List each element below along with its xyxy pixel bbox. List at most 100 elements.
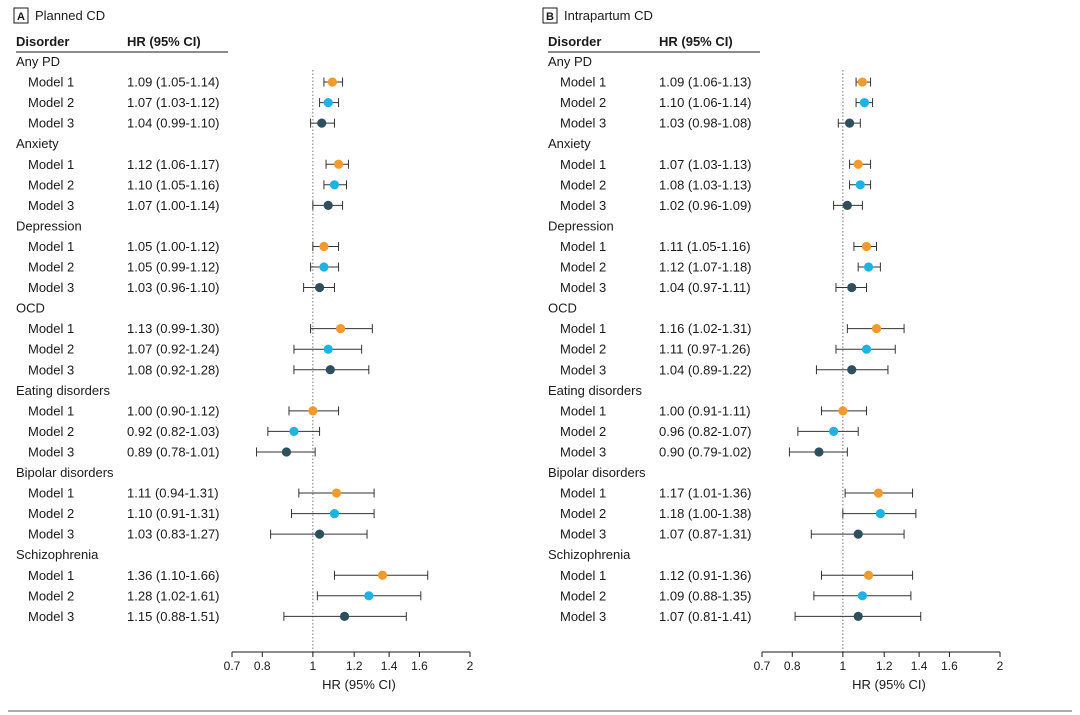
model-label: Model 3 [28, 444, 74, 459]
hr-ci-value: 1.05 (1.00-1.12) [127, 239, 220, 254]
hr-ci-value: 1.10 (0.91-1.31) [127, 506, 220, 521]
model-label: Model 3 [28, 116, 74, 131]
group-label: Anxiety [548, 136, 591, 151]
group-label: Any PD [548, 54, 592, 69]
panel-letter: A [17, 11, 25, 23]
hr-ci-value: 1.00 (0.91-1.11) [659, 403, 751, 418]
model-label: Model 3 [560, 116, 606, 131]
hr-point [317, 118, 327, 128]
hr-point [861, 344, 872, 354]
model-label: Model 3 [28, 198, 74, 213]
hr-point [314, 282, 325, 293]
hr-ci-value: 1.15 (0.88-1.51) [127, 609, 220, 624]
hr-ci-value: 0.89 (0.78-1.01) [127, 444, 220, 459]
group-label: Eating disorders [16, 383, 110, 398]
hr-ci-value: 1.10 (1.05-1.16) [127, 177, 220, 192]
x-tick-label: 1.2 [346, 659, 363, 673]
model-label: Model 1 [28, 568, 74, 583]
hr-ci-value: 1.04 (0.97-1.11) [659, 280, 751, 295]
model-label: Model 1 [560, 321, 606, 336]
model-label: Model 2 [28, 424, 74, 439]
hr-ci-value: 1.12 (0.91-1.36) [659, 568, 752, 583]
hr-point [863, 570, 874, 580]
hr-ci-value: 0.92 (0.82-1.03) [127, 424, 220, 439]
hr-ci-value: 1.08 (1.03-1.13) [659, 177, 752, 192]
hr-point [281, 447, 292, 457]
x-tick-label: 1.4 [381, 659, 398, 673]
hr-ci-value: 1.04 (0.89-1.22) [659, 362, 752, 377]
hr-ci-value: 1.03 (0.83-1.27) [127, 527, 220, 542]
hr-point [853, 529, 863, 539]
hr-ci-value: 1.07 (0.87-1.31) [659, 527, 752, 542]
model-label: Model 2 [560, 177, 606, 192]
panel-badge-box [542, 7, 558, 24]
hr-point [327, 77, 337, 87]
model-label: Model 1 [560, 157, 606, 172]
hr-point [319, 241, 329, 252]
hr-point [329, 180, 340, 190]
panel-title: Planned CD [35, 8, 105, 23]
model-label: Model 3 [560, 362, 606, 377]
column-header-disorder: Disorder [16, 34, 69, 49]
x-tick-label: 0.7 [754, 659, 771, 673]
model-label: Model 1 [560, 75, 606, 90]
hr-point [861, 241, 872, 252]
model-label: Model 2 [560, 95, 606, 110]
model-label: Model 1 [28, 321, 74, 336]
hr-ci-value: 1.08 (0.92-1.28) [127, 362, 220, 377]
panel-b: B Intrapartum CD Disorder HR (95% CI) Any PD… [542, 7, 1004, 692]
model-label: Model 1 [560, 568, 606, 583]
model-label: Model 2 [560, 342, 606, 357]
model-label: Model 3 [28, 527, 74, 542]
hr-point [875, 508, 885, 519]
group-label: Depression [548, 218, 614, 233]
x-tick-label: 1 [840, 659, 847, 673]
group-label: Anxiety [16, 136, 59, 151]
hr-point [829, 426, 839, 436]
group-label: Schizophrenia [16, 547, 99, 562]
model-label: Model 1 [28, 157, 74, 172]
hr-point [853, 611, 863, 621]
x-tick-label: 0.8 [784, 659, 801, 673]
hr-ci-value: 1.18 (1.00-1.38) [659, 506, 752, 521]
x-tick-label: 0.8 [254, 659, 271, 673]
group-label: Bipolar disorders [16, 465, 114, 480]
group-label: OCD [16, 301, 45, 316]
hr-ci-value: 1.07 (1.03-1.12) [127, 95, 220, 110]
hr-point [331, 488, 342, 498]
hr-point [857, 591, 867, 601]
hr-point [847, 365, 857, 375]
hr-point [871, 324, 882, 334]
group-label: Eating disorders [548, 383, 642, 398]
hr-point [323, 200, 333, 210]
panel-badge-box [13, 7, 29, 24]
hr-ci-value: 1.03 (0.98-1.08) [659, 116, 752, 131]
hr-ci-value: 1.12 (1.07-1.18) [659, 260, 752, 275]
hr-ci-value: 1.07 (1.03-1.13) [659, 157, 752, 172]
hr-ci-value: 0.90 (0.79-1.02) [659, 444, 752, 459]
hr-point [842, 200, 852, 210]
column-header-hr: HR (95% CI) [127, 34, 201, 49]
model-label: Model 2 [28, 260, 74, 275]
model-label: Model 1 [28, 403, 74, 418]
model-label: Model 1 [28, 75, 74, 90]
model-label: Model 2 [560, 260, 606, 275]
column-header-hr: HR (95% CI) [659, 34, 733, 49]
hr-point [838, 406, 848, 416]
x-tick-label: 1.2 [876, 659, 893, 673]
model-label: Model 2 [28, 342, 74, 357]
hr-ci-value: 1.28 (1.02-1.61) [127, 588, 220, 603]
model-label: Model 3 [560, 280, 606, 295]
hr-point [844, 118, 855, 128]
model-label: Model 1 [560, 486, 606, 501]
model-label: Model 2 [560, 506, 606, 521]
model-label: Model 2 [28, 588, 74, 603]
hr-ci-value: 1.07 (1.00-1.14) [127, 198, 220, 213]
hr-point [339, 611, 350, 621]
column-header-disorder: Disorder [548, 34, 601, 49]
hr-ci-value: 1.03 (0.96-1.10) [127, 280, 220, 295]
hr-point [873, 488, 884, 498]
model-label: Model 2 [560, 424, 606, 439]
hr-ci-value: 1.11 (0.94-1.31) [127, 486, 219, 501]
